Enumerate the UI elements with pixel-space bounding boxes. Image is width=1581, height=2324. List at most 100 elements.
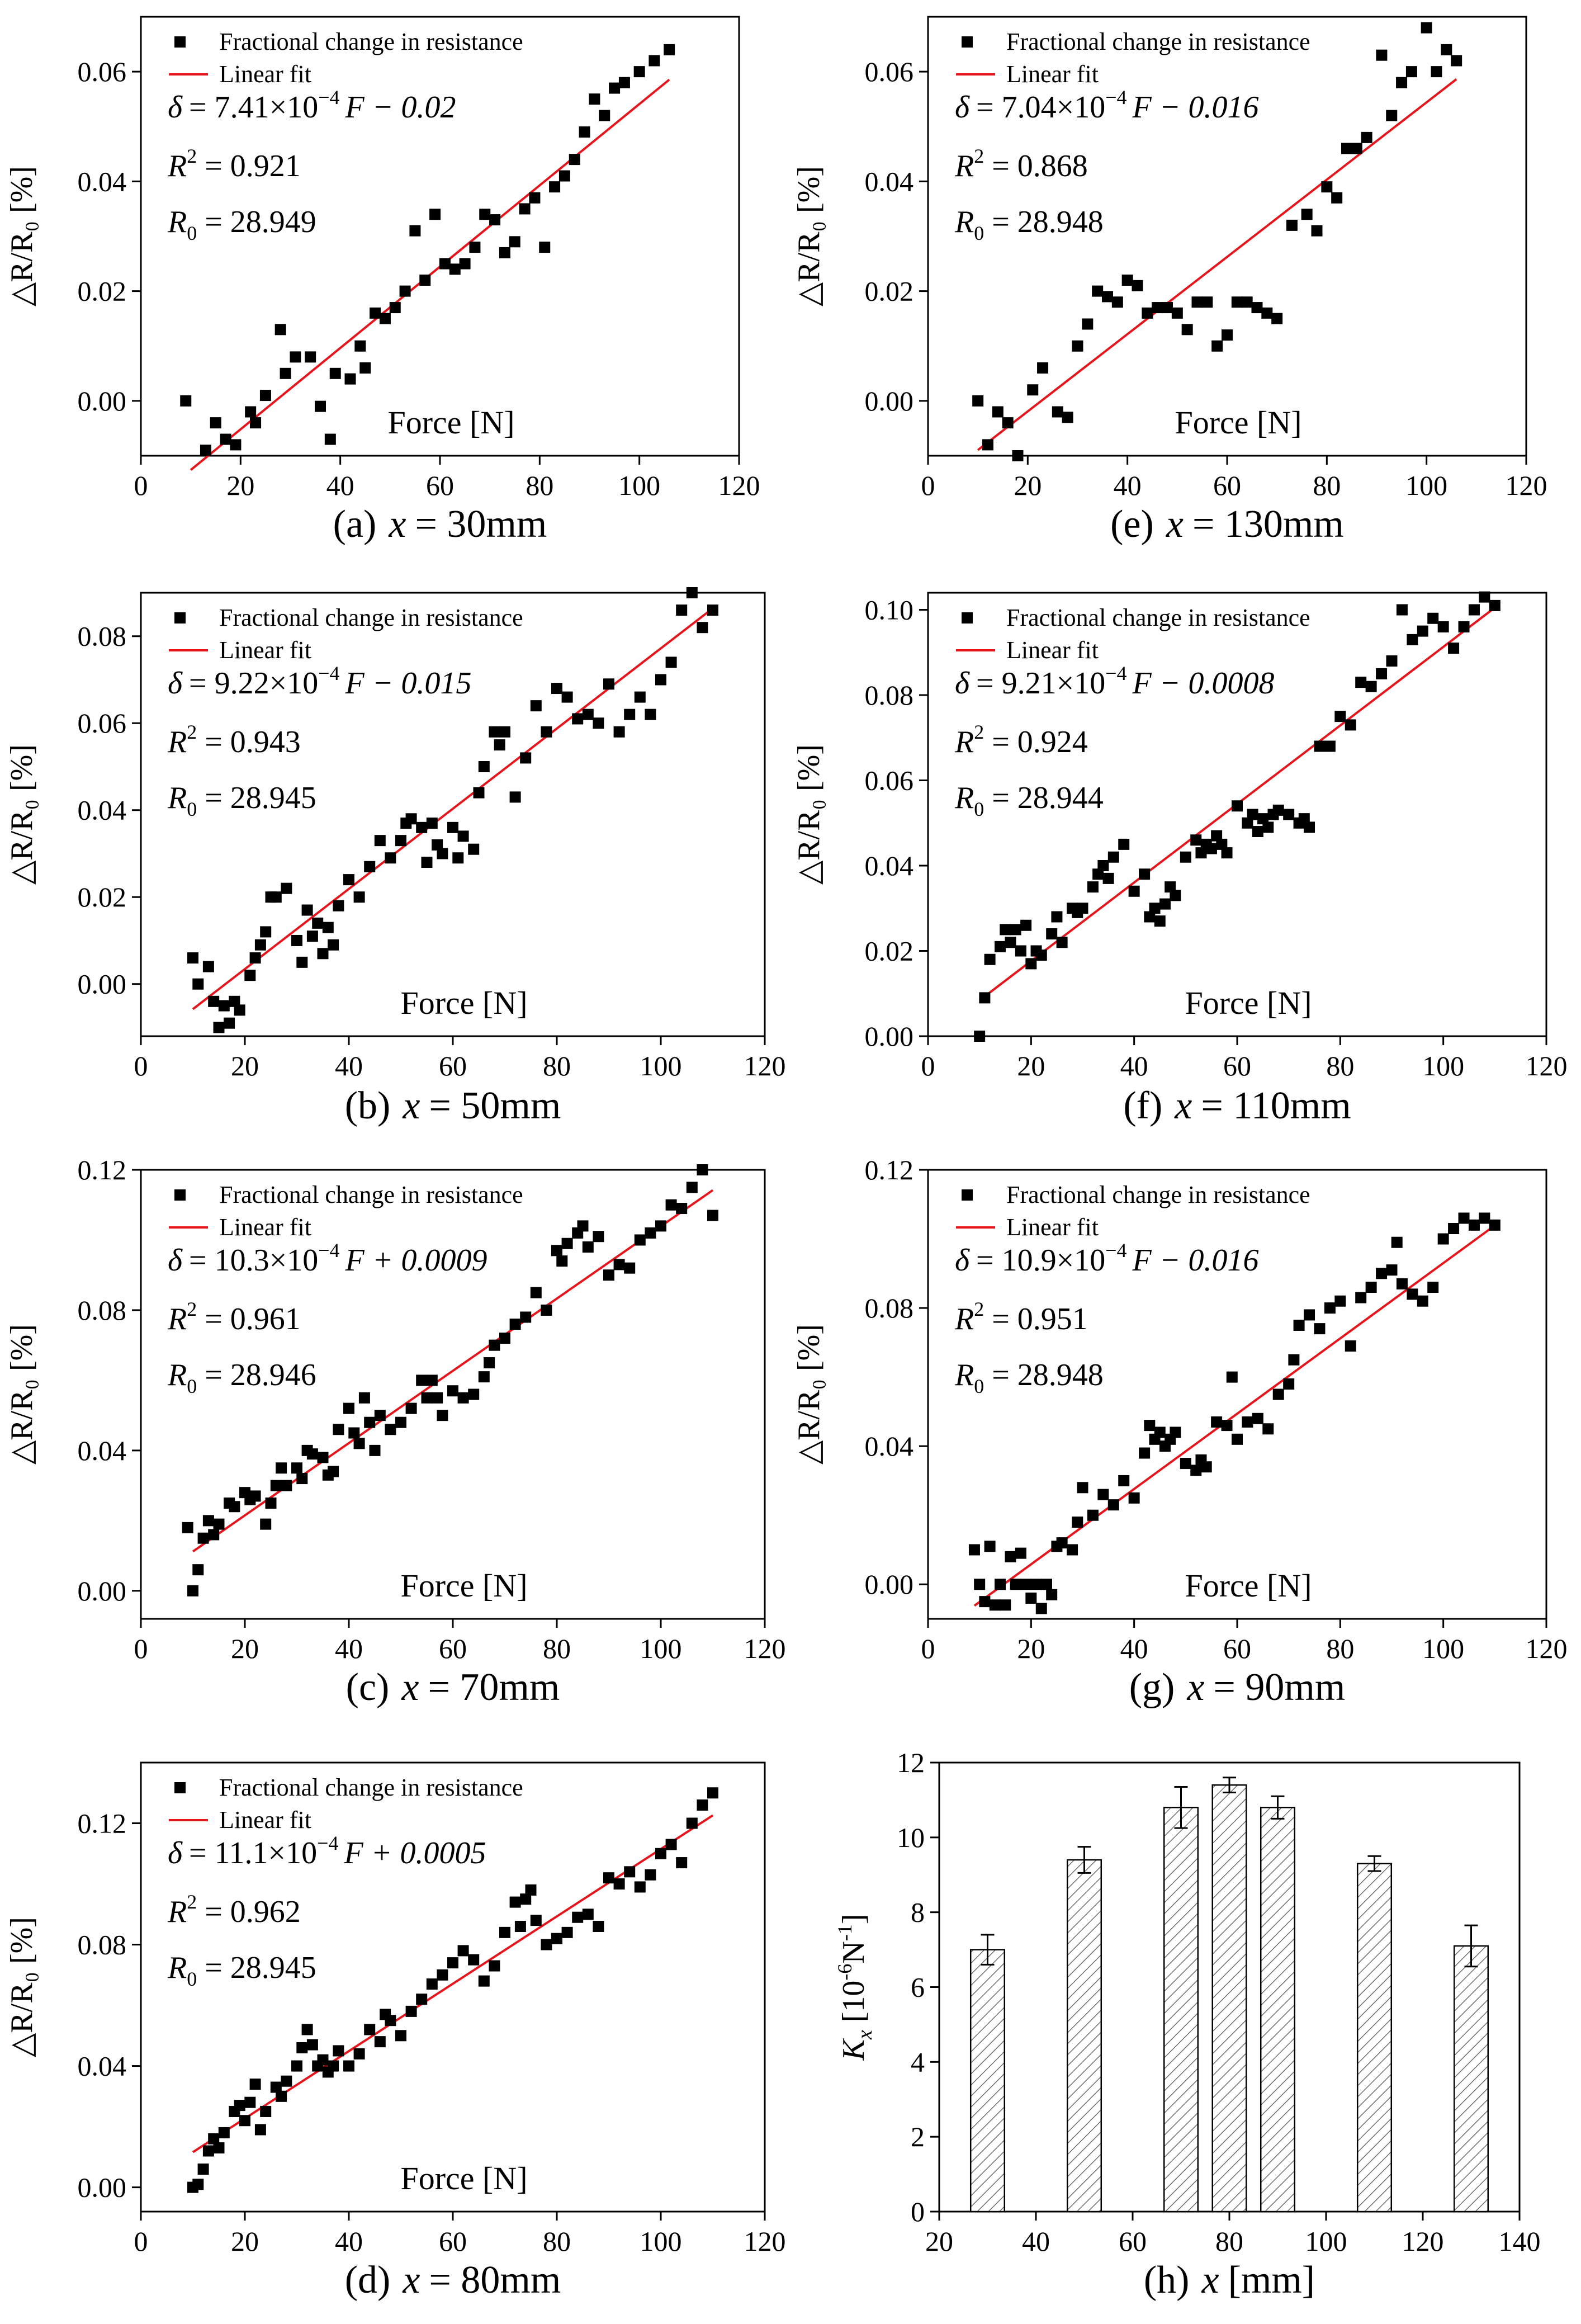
x-tick-label: 40 <box>1120 1050 1148 1081</box>
data-point <box>478 1371 490 1383</box>
data-point <box>1405 66 1417 78</box>
x-tick-label: 40 <box>1114 470 1142 501</box>
data-point <box>1386 655 1398 667</box>
legend-label-fit: Linear fit <box>219 1213 311 1241</box>
data-point <box>301 2024 313 2035</box>
data-point <box>633 66 645 78</box>
panel-caption: (h) x [mm] <box>1144 2259 1315 2302</box>
data-point <box>202 2145 214 2157</box>
x-tick-label: 20 <box>226 470 254 501</box>
data-point <box>1056 937 1068 948</box>
x-tick-label: 40 <box>335 1050 363 1081</box>
data-point <box>1205 843 1217 854</box>
data-point <box>180 395 192 407</box>
data-point <box>1144 1420 1156 1432</box>
data-point <box>707 1210 718 1221</box>
y-tick-label: 0.04 <box>78 166 127 197</box>
panel-g: 0 20 40 60 80 100 120 0.00 0.04 0.08 0.12 (g) x = 90m… <box>792 1154 1568 1709</box>
data-point <box>519 203 531 215</box>
legend-label-data: Fractional change in resistance <box>1006 28 1310 55</box>
data-point <box>353 891 365 903</box>
data-point <box>1000 924 1011 936</box>
legend-label-fit: Linear fit <box>219 60 311 88</box>
data-point <box>224 1017 235 1029</box>
data-point <box>1159 898 1171 910</box>
legend-marker-swatch <box>962 612 973 623</box>
data-point <box>1002 417 1014 429</box>
data-point <box>1037 362 1049 374</box>
x-tick-label: 120 <box>1402 2226 1444 2257</box>
data-point <box>1191 296 1203 308</box>
data-point <box>1027 384 1039 396</box>
data-point <box>676 604 688 616</box>
data-point <box>599 110 610 121</box>
data-point <box>1314 740 1326 752</box>
data-point <box>577 1220 589 1232</box>
data-point <box>1321 181 1333 193</box>
data-point <box>457 830 469 842</box>
y-tick-label: 10 <box>897 1822 925 1853</box>
data-point <box>1190 1465 1202 1476</box>
data-point <box>541 1304 552 1316</box>
data-point <box>218 1000 230 1012</box>
y-axis-label: △R/R₀ [%] <box>792 744 826 885</box>
r-squared: R2 = 0.961 <box>167 1298 301 1336</box>
data-point <box>1298 813 1310 825</box>
y-tick-label: 0.00 <box>865 385 914 417</box>
data-point <box>1272 804 1284 816</box>
data-point <box>686 1817 698 1829</box>
data-point <box>333 2045 344 2057</box>
data-point <box>1020 1579 1032 1590</box>
data-point <box>333 900 344 911</box>
data-point <box>305 351 316 363</box>
data-point <box>649 55 660 67</box>
data-point <box>281 882 292 894</box>
y-axis-label: △R/R₀ [%] <box>792 1324 826 1465</box>
data-point <box>197 2164 209 2175</box>
data-point <box>655 674 666 686</box>
legend-label-fit: Linear fit <box>219 1806 311 1834</box>
data-point <box>1448 1223 1460 1235</box>
x-axis-label: Force [N] <box>1185 985 1312 1021</box>
x-tick-label: 40 <box>1022 2226 1050 2257</box>
data-point <box>1314 1323 1326 1335</box>
data-point <box>478 761 490 772</box>
data-point <box>208 995 220 1007</box>
legend-marker-swatch <box>174 1782 186 1793</box>
data-point <box>447 1385 458 1397</box>
data-point <box>582 1909 594 1920</box>
data-point <box>1242 817 1253 829</box>
data-point <box>1180 851 1191 863</box>
data-point <box>613 1259 625 1270</box>
data-point <box>968 1544 980 1556</box>
y-axis-label: △R/R₀ [%] <box>792 166 826 306</box>
data-point <box>405 1402 417 1414</box>
data-point <box>1170 1426 1181 1438</box>
data-point <box>603 1872 614 1884</box>
data-point <box>686 1182 698 1193</box>
data-point <box>1262 1423 1274 1435</box>
x-tick-label: 20 <box>231 2226 259 2257</box>
data-point <box>489 214 501 226</box>
x-tick-label: 100 <box>1305 2226 1347 2257</box>
y-tick-label: 0.02 <box>865 276 914 307</box>
x-axis-label: Force [N] <box>1185 1567 1312 1604</box>
data-point <box>1149 903 1161 914</box>
data-point <box>1427 612 1439 624</box>
data-point <box>208 1529 220 1541</box>
data-point <box>1030 1579 1042 1590</box>
data-point <box>328 1466 339 1477</box>
data-point <box>187 952 198 964</box>
data-point <box>697 622 708 634</box>
data-point <box>530 1915 542 1926</box>
data-point <box>459 258 471 270</box>
legend-label-data: Fractional change in resistance <box>219 1774 523 1801</box>
data-point <box>1351 143 1362 154</box>
data-point <box>995 1579 1006 1590</box>
data-point <box>609 82 621 94</box>
data-point <box>426 1978 438 1990</box>
error-bar <box>1077 1846 1091 1874</box>
r-zero: R0 = 28.945 <box>167 1950 316 1990</box>
panel-b: 0 20 40 60 80 100 120 0.00 0.02 0.04 0.06 0.08 (b) x =… <box>4 587 786 1127</box>
data-point <box>1304 1309 1315 1321</box>
